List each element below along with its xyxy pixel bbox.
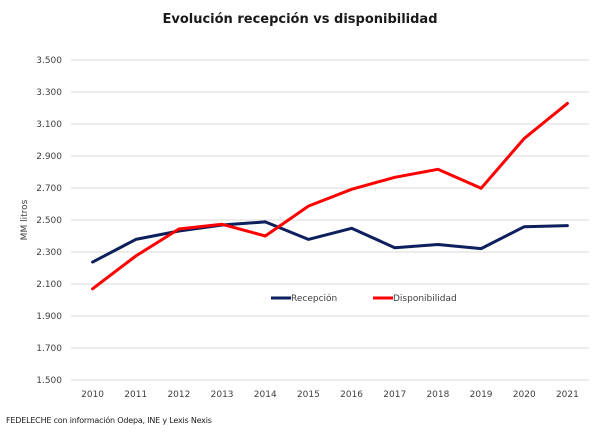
x-tick-label: 2017 bbox=[383, 390, 406, 400]
y-tick-label: 1.700 bbox=[36, 344, 62, 354]
x-tick-label: 2018 bbox=[426, 390, 449, 400]
legend-label: Recepción bbox=[291, 293, 337, 304]
x-tick-label: 2020 bbox=[513, 390, 536, 400]
y-axis-label: MM litros bbox=[20, 199, 30, 240]
y-tick-label: 1.500 bbox=[36, 376, 62, 386]
series-line-recepci-n bbox=[91, 220, 569, 264]
x-tick-label: 2011 bbox=[124, 390, 147, 400]
y-tick-label: 3.100 bbox=[36, 120, 62, 130]
y-tick-label: 2.900 bbox=[36, 152, 62, 162]
source-note: FEDELECHE con información Odepa, INE y L… bbox=[6, 416, 212, 425]
x-tick-label: 2016 bbox=[340, 390, 363, 400]
x-tick-label: 2013 bbox=[211, 390, 234, 400]
y-tick-label: 1.900 bbox=[36, 312, 62, 322]
chart-title: Evolución recepción vs disponibilidad bbox=[162, 12, 437, 27]
x-tick-label: 2014 bbox=[254, 390, 277, 400]
x-tick-label: 2012 bbox=[167, 390, 190, 400]
y-tick-label: 2.100 bbox=[36, 280, 62, 290]
y-tick-label: 3.300 bbox=[36, 88, 62, 98]
y-tick-label: 2.700 bbox=[36, 184, 62, 194]
x-tick-label: 2019 bbox=[470, 390, 493, 400]
legend: Recepción Disponibilidad bbox=[271, 293, 457, 304]
x-tick-label: 2015 bbox=[297, 390, 320, 400]
y-tick-label: 2.500 bbox=[36, 216, 62, 226]
series-line-disponibilidad bbox=[91, 101, 569, 291]
y-tick-label: 2.300 bbox=[36, 248, 62, 258]
x-tick-label: 2010 bbox=[81, 390, 104, 400]
gridlines bbox=[71, 59, 589, 381]
y-axis-ticks: 1.500 1.700 1.900 2.100 2.300 2.500 2.700 2.900… bbox=[36, 56, 62, 386]
legend-label: Disponibilidad bbox=[393, 294, 457, 304]
x-tick-label: 2021 bbox=[556, 390, 579, 400]
x-axis-ticks: 2010 2011 2012 2013 2014 2015 2016 2017 2018 2019… bbox=[81, 390, 579, 400]
y-tick-label: 3.500 bbox=[36, 56, 62, 66]
series-lines bbox=[91, 101, 569, 291]
